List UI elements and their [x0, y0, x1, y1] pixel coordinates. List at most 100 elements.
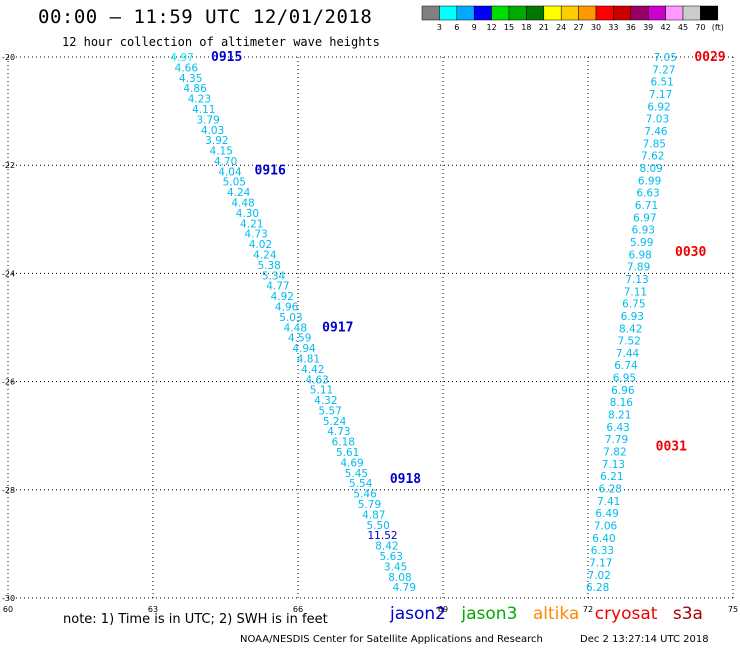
wave-height-label: 8.09: [639, 163, 662, 175]
mission-legend: jason2 jason3 altika cryosat s3a: [390, 604, 713, 624]
wave-height-label: 7.27: [652, 64, 675, 76]
wave-height-label: 5.57: [319, 405, 342, 417]
pass-time-label: 0029: [694, 50, 725, 65]
wave-height-label: 6.93: [621, 311, 644, 323]
pass-time-label: 0917: [322, 321, 353, 336]
wave-height-label: 4.73: [244, 229, 267, 241]
wave-height-label: 4.81: [297, 353, 320, 365]
wave-height-label: 8.42: [375, 541, 398, 553]
wave-height-label: 3.92: [205, 135, 228, 147]
x-tick-label: 72: [583, 605, 593, 614]
scale-label: 45: [678, 23, 688, 32]
wave-height-label: 8.08: [388, 572, 411, 584]
wave-height-label: 4.63: [305, 374, 328, 386]
scale-label: 70: [695, 23, 705, 32]
wave-height-label: 4.59: [288, 333, 311, 345]
wave-height-label: 5.54: [349, 478, 373, 490]
wave-height-label: 7.79: [605, 434, 628, 446]
scale-label: 21: [539, 23, 549, 32]
altimeter-tracks: 4.974.664.354.864.234.113.794.033.924.15…: [170, 52, 677, 594]
y-tick-label: -24: [2, 269, 15, 278]
scale-label: 12: [487, 23, 497, 32]
wave-height-label: 6.97: [633, 212, 656, 224]
wave-height-label: 7.85: [643, 138, 666, 150]
chart-subtitle: 12 hour collection of altimeter wave hei…: [62, 35, 380, 49]
wave-height-label: 4.15: [210, 146, 233, 158]
wave-height-label: 4.73: [327, 426, 350, 438]
wave-height-label: 6.21: [600, 471, 623, 483]
wave-height-label: 6.43: [606, 422, 629, 434]
wave-height-label: 11.52: [368, 530, 398, 542]
wave-height-label: 8.16: [610, 397, 634, 409]
scale-label: 24: [556, 23, 566, 32]
scale-swatch: [578, 5, 597, 21]
scale-swatch: [439, 5, 458, 21]
pass-time-label: 0916: [255, 164, 286, 179]
generation-timestamp: Dec 2 13:27:14 UTC 2018: [580, 634, 709, 645]
wave-height-label: 5.38: [257, 260, 280, 272]
wave-height-label: 5.24: [323, 416, 347, 428]
wave-height-label: 4.11: [192, 104, 215, 116]
grid-lines: [7, 56, 734, 599]
wave-height-label: 4.21: [240, 218, 263, 230]
wave-height-label: 7.13: [625, 274, 648, 286]
wave-height-label: 7.11: [624, 286, 647, 298]
wave-height-label: 6.75: [622, 299, 645, 311]
wave-height-label: 6.96: [611, 385, 635, 397]
wave-height-label: 3.79: [196, 114, 219, 126]
wave-height-label: 4.48: [231, 198, 254, 210]
scale-swatch: [665, 5, 684, 21]
x-tick-label: 69: [438, 605, 448, 614]
wave-height-label: 4.87: [362, 509, 385, 521]
scale-label: 6: [454, 23, 459, 32]
wave-height-label: 6.63: [636, 188, 659, 200]
wave-height-label: 5.34: [262, 270, 286, 282]
scale-label: 3: [437, 23, 442, 32]
scale-label: 9: [472, 23, 477, 32]
wave-height-label: 6.28: [586, 582, 609, 594]
wave-height-label: 7.17: [589, 558, 612, 570]
wave-height-label: 6.92: [647, 101, 670, 113]
wave-height-label: 7.62: [641, 151, 664, 163]
wave-height-label: 7.89: [627, 262, 650, 274]
y-tick-label: -20: [2, 53, 15, 62]
wave-height-label: 5.03: [279, 312, 302, 324]
legend-s3a: s3a: [672, 604, 703, 624]
scale-swatch: [647, 5, 666, 21]
chart-title: 00:00 – 11:59 UTC 12/01/2018: [38, 6, 373, 28]
wave-height-label: 5.79: [358, 499, 381, 511]
y-tick-label: -30: [2, 594, 15, 603]
wave-height-label: 4.24: [253, 250, 277, 262]
wave-height-label: 6.98: [628, 249, 651, 261]
pass-time-labels: 0915 0916 0917 0918 0029 0030 0031: [211, 50, 726, 487]
wave-height-label: 4.70: [214, 156, 237, 168]
color-scale-bar: 3 6 9 12 15 18 21 24 27 30 33 36 39 42 45 70 (ft): [421, 5, 724, 32]
credit-line: NOAA/NESDIS Center for Satellite Applica…: [240, 634, 543, 645]
scale-label: 30: [591, 23, 601, 32]
wave-height-label: 7.17: [649, 89, 672, 101]
wave-height-label: 6.95: [613, 373, 636, 385]
scale-swatch: [560, 5, 579, 21]
wave-height-label: 7.05: [654, 52, 677, 64]
wave-height-label: 5.11: [310, 385, 333, 397]
wave-height-label: 4.69: [340, 457, 363, 469]
wave-height-label: 6.99: [638, 175, 661, 187]
wave-height-label: 6.40: [592, 533, 615, 545]
wave-height-label: 6.51: [650, 77, 673, 89]
pass-time-label: 0918: [390, 472, 421, 487]
wave-height-label: 4.48: [284, 322, 307, 334]
legend-jason3: jason3: [461, 604, 518, 624]
wave-height-label: 4.24: [227, 187, 251, 199]
scale-label: 42: [661, 23, 671, 32]
scale-label: 36: [626, 23, 636, 32]
wave-height-label: 7.41: [597, 496, 620, 508]
wave-height-label: 4.30: [236, 208, 259, 220]
wave-height-label: 7.82: [603, 447, 626, 459]
scale-swatch: [700, 5, 719, 21]
scale-swatch: [456, 5, 475, 21]
wave-height-label: 4.79: [393, 582, 416, 594]
wave-height-label: 8.42: [619, 323, 642, 335]
wave-height-label: 5.46: [353, 489, 377, 501]
scale-label: 15: [504, 23, 514, 32]
